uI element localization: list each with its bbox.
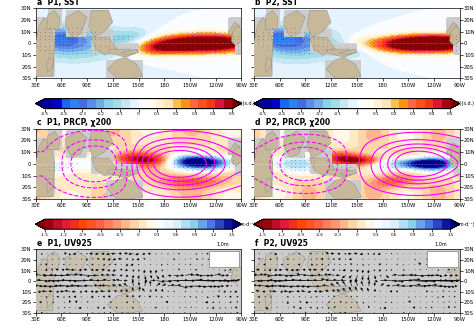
Text: e  P1, UV925: e P1, UV925 <box>36 239 91 248</box>
Polygon shape <box>326 178 361 199</box>
Polygon shape <box>47 294 54 308</box>
Polygon shape <box>34 18 55 76</box>
Polygon shape <box>108 57 143 78</box>
PathPatch shape <box>254 219 263 229</box>
Polygon shape <box>108 294 143 313</box>
PathPatch shape <box>254 98 263 109</box>
Polygon shape <box>228 262 240 273</box>
Polygon shape <box>65 131 87 157</box>
Polygon shape <box>447 22 458 34</box>
Polygon shape <box>340 287 357 292</box>
Polygon shape <box>228 22 240 34</box>
Polygon shape <box>109 287 137 294</box>
Polygon shape <box>121 287 138 292</box>
PathPatch shape <box>450 98 460 109</box>
Polygon shape <box>47 10 60 29</box>
Polygon shape <box>91 158 117 176</box>
Polygon shape <box>47 131 60 150</box>
FancyBboxPatch shape <box>209 251 239 267</box>
Polygon shape <box>121 170 138 176</box>
Polygon shape <box>109 170 137 178</box>
Polygon shape <box>65 252 87 275</box>
Polygon shape <box>265 10 278 29</box>
Polygon shape <box>307 10 331 37</box>
Polygon shape <box>89 131 113 158</box>
Text: (mm·d⁻¹)(s.d.)⁻¹: (mm·d⁻¹)(s.d.)⁻¹ <box>452 222 474 227</box>
PathPatch shape <box>450 219 460 229</box>
Text: f  P2, UV925: f P2, UV925 <box>255 239 308 248</box>
Polygon shape <box>327 49 355 57</box>
Polygon shape <box>265 294 272 308</box>
Polygon shape <box>265 131 278 150</box>
Polygon shape <box>284 252 305 275</box>
Polygon shape <box>121 49 138 55</box>
Polygon shape <box>447 143 458 155</box>
Polygon shape <box>310 37 336 55</box>
Polygon shape <box>89 252 113 276</box>
Polygon shape <box>265 252 278 269</box>
Polygon shape <box>326 57 361 78</box>
Polygon shape <box>108 178 143 199</box>
Polygon shape <box>310 158 336 176</box>
Polygon shape <box>34 138 55 197</box>
Polygon shape <box>47 57 54 73</box>
Polygon shape <box>284 10 305 36</box>
Polygon shape <box>109 49 137 57</box>
PathPatch shape <box>36 219 45 229</box>
Polygon shape <box>307 131 331 158</box>
Polygon shape <box>47 252 60 269</box>
Text: (°C)(s.d.)⁻¹: (°C)(s.d.)⁻¹ <box>452 101 474 106</box>
Text: a  P1, SST: a P1, SST <box>36 0 79 7</box>
Polygon shape <box>307 252 331 276</box>
Polygon shape <box>449 265 460 283</box>
PathPatch shape <box>232 98 241 109</box>
Text: b  P2, SST: b P2, SST <box>255 0 298 7</box>
Polygon shape <box>34 258 55 311</box>
Polygon shape <box>252 258 273 311</box>
Polygon shape <box>228 143 240 155</box>
PathPatch shape <box>232 219 241 229</box>
FancyBboxPatch shape <box>427 251 458 267</box>
Polygon shape <box>284 131 305 157</box>
Text: (°C)(s.d.)⁻¹: (°C)(s.d.)⁻¹ <box>234 101 261 106</box>
Text: c  P1, PRCP, χ200: c P1, PRCP, χ200 <box>36 118 111 127</box>
Polygon shape <box>327 170 355 178</box>
Polygon shape <box>65 10 87 36</box>
Polygon shape <box>447 262 458 273</box>
Text: d  P2, PRCP, χ200: d P2, PRCP, χ200 <box>255 118 330 127</box>
Polygon shape <box>327 287 355 294</box>
Polygon shape <box>231 26 241 46</box>
Polygon shape <box>340 49 357 55</box>
Polygon shape <box>310 276 336 292</box>
Polygon shape <box>252 18 273 76</box>
Polygon shape <box>265 178 272 193</box>
PathPatch shape <box>36 98 45 109</box>
Polygon shape <box>91 37 117 55</box>
Polygon shape <box>231 146 241 166</box>
Polygon shape <box>265 57 272 73</box>
Polygon shape <box>91 276 117 292</box>
Polygon shape <box>449 146 460 166</box>
Polygon shape <box>89 10 113 37</box>
Polygon shape <box>252 138 273 197</box>
Polygon shape <box>326 294 361 313</box>
Polygon shape <box>449 26 460 46</box>
Text: (mm·d⁻¹)(s.d.)⁻¹: (mm·d⁻¹)(s.d.)⁻¹ <box>234 222 273 227</box>
Polygon shape <box>340 170 357 176</box>
Polygon shape <box>231 265 241 283</box>
Polygon shape <box>47 178 54 193</box>
